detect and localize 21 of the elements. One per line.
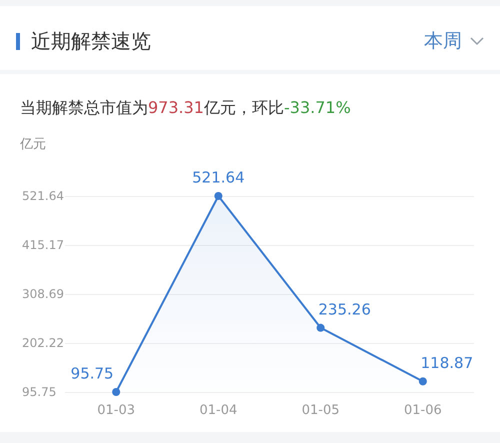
chart-subtitle: 当期解禁总市值为973.31亿元，环比-33.71% xyxy=(20,98,351,117)
x-tick-label: 01-04 xyxy=(199,403,238,418)
x-tick-label: 01-05 xyxy=(302,403,340,418)
chart-title: 近期解禁速览 xyxy=(31,28,151,54)
y-tick-label: 415.17 xyxy=(22,238,64,252)
data-label: 235.26 xyxy=(318,300,371,318)
text: 本周 xyxy=(424,29,462,54)
y-tick-label: 308.69 xyxy=(22,287,64,301)
data-label: 521.64 xyxy=(192,168,245,186)
y-axis-title: 亿元 xyxy=(20,136,46,154)
y-tick-label: 202.22 xyxy=(22,336,64,350)
point xyxy=(316,324,325,332)
x-tick-label: 01-06 xyxy=(404,403,442,418)
x-tick-label: 01-03 xyxy=(97,403,136,418)
point xyxy=(112,388,120,396)
point xyxy=(418,377,427,386)
data-label: 118.87 xyxy=(420,354,474,372)
data-label: 95.75 xyxy=(70,364,114,382)
y-tick-label: 95.75 xyxy=(22,385,56,399)
point xyxy=(214,192,222,200)
y-tick-label: 521.64 xyxy=(22,189,64,203)
